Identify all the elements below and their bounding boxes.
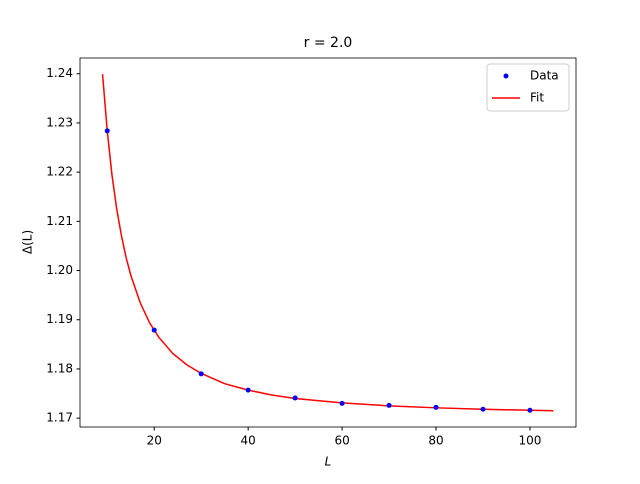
data-point [480,406,486,412]
data-point [104,128,110,134]
fit-line [101,74,554,412]
legend-label: Fit [530,91,544,105]
x-tick-label: 80 [428,434,443,448]
data-point [527,407,533,413]
data-point [292,395,298,401]
x-axis-label: L [325,455,332,469]
chart-title: r = 2.0 [304,35,353,51]
y-tick-label: 1.23 [46,115,73,129]
y-axis-label: Δ(L) [21,230,35,254]
y-tick-label: 1.24 [46,66,73,80]
y-tick-label: 1.19 [46,312,73,326]
legend-label: Data [530,69,559,83]
y-tick-label: 1.22 [46,165,73,179]
y-tick-label: 1.17 [46,411,73,425]
y-tick-label: 1.21 [46,214,73,228]
x-tick-label: 40 [241,434,256,448]
data-point [433,404,439,410]
y-tick-label: 1.20 [46,263,73,277]
y-tick-label: 1.18 [46,361,73,375]
data-point [151,327,157,333]
legend-marker [503,73,509,79]
x-tick-label: 100 [519,434,542,448]
data-point [339,400,345,406]
data-point [198,371,204,377]
plot-frame [79,57,577,428]
x-tick-label: 60 [334,434,349,448]
x-tick-label: 20 [147,434,162,448]
data-point [245,387,251,393]
data-point [386,402,392,408]
